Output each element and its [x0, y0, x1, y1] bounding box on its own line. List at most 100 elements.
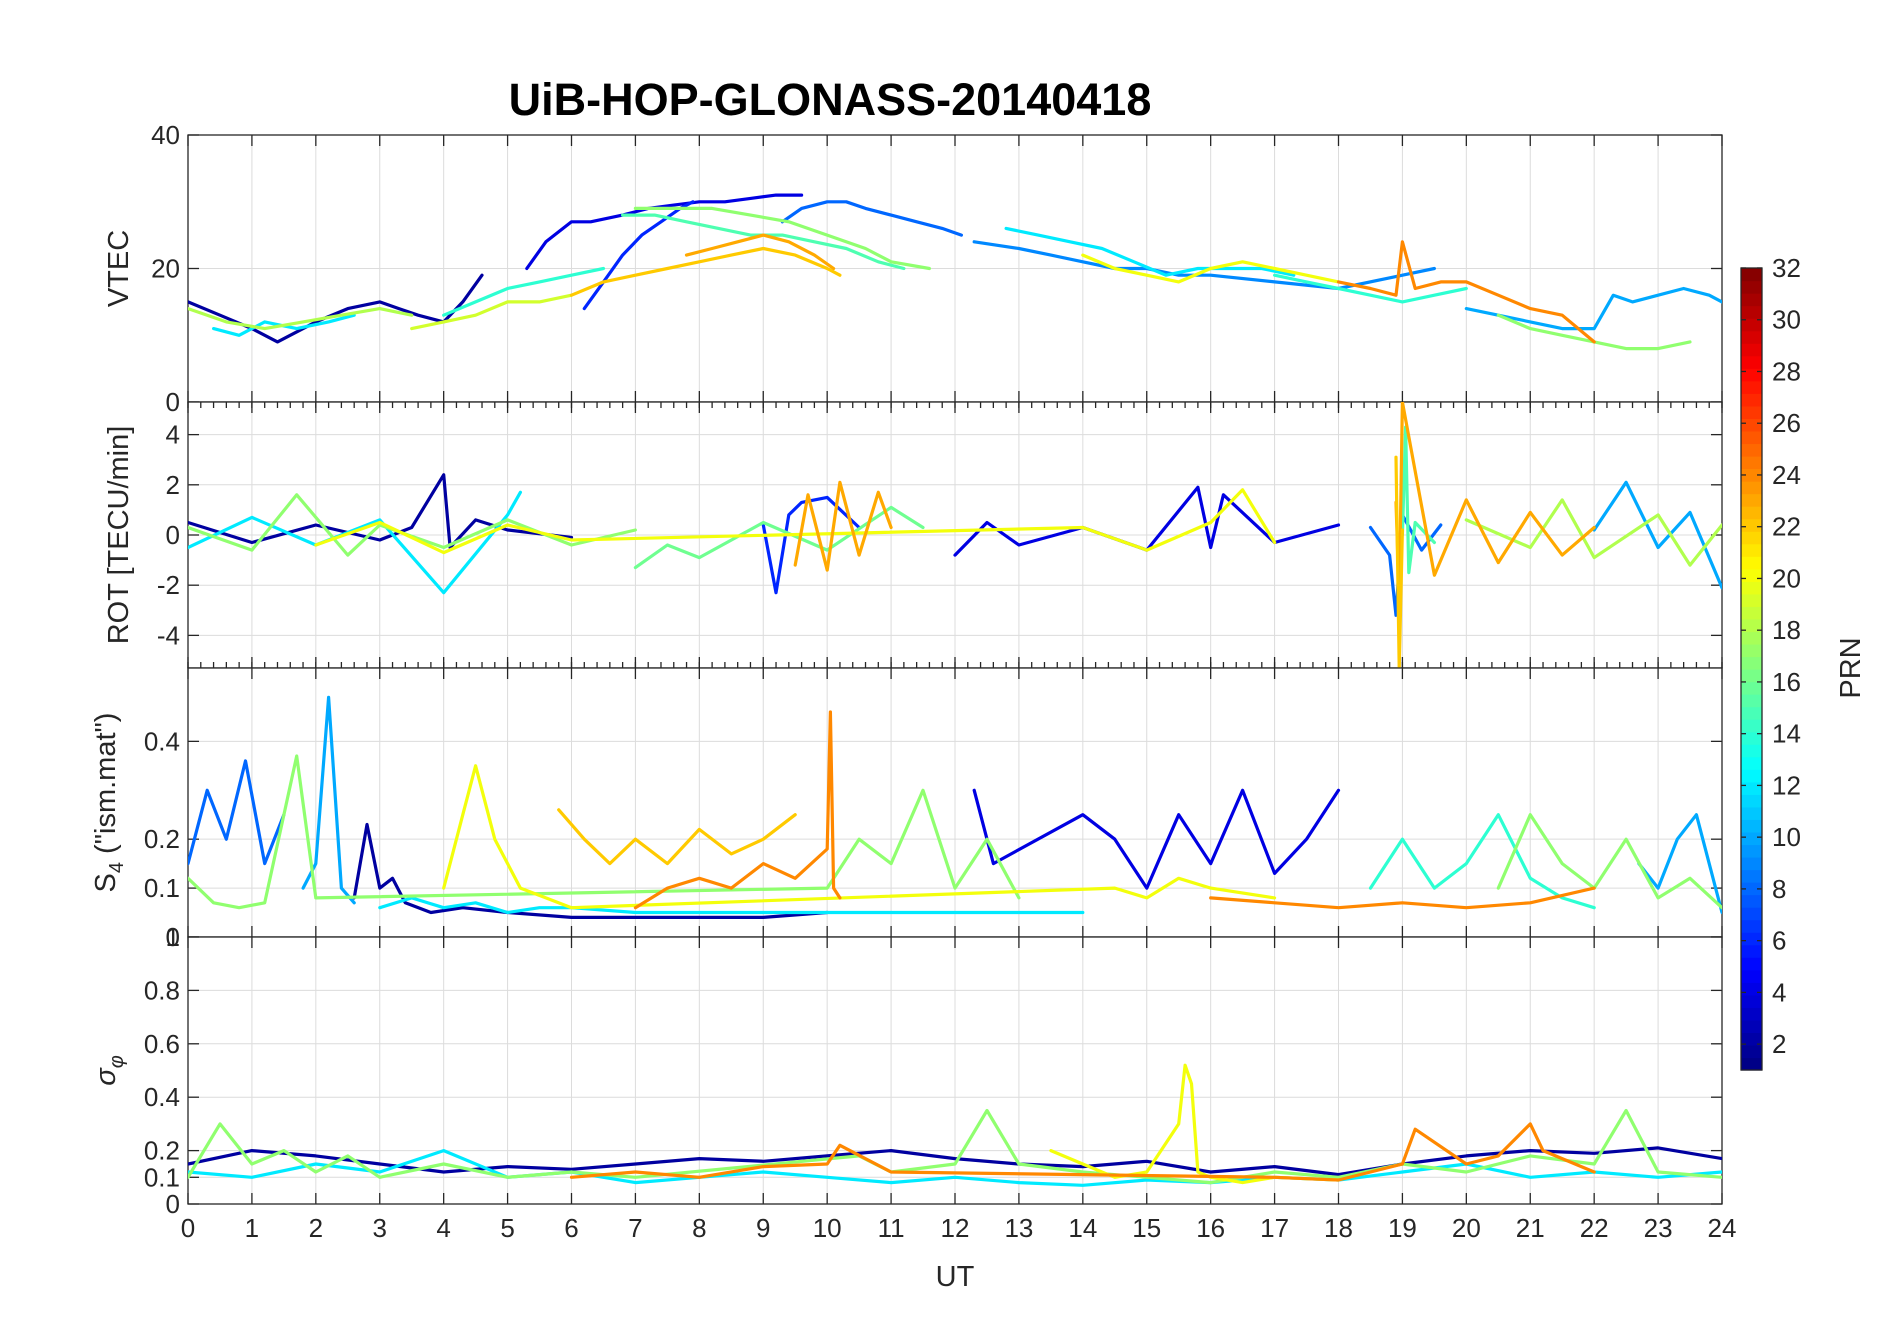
colorbar-segment	[1741, 1057, 1762, 1071]
colorbar-segment	[1741, 506, 1762, 520]
colorbar-segment	[1741, 355, 1762, 369]
colorbar-tick-label: 20	[1772, 563, 1801, 593]
colorbar-segment	[1741, 982, 1762, 996]
series-line-prn-24	[1336, 240, 1596, 344]
series-line-prn-10b	[1637, 813, 1722, 915]
colorbar-segment	[1741, 694, 1762, 708]
colorbar-segment	[1741, 932, 1762, 946]
colorbar-segment	[1741, 919, 1762, 933]
colorbar-segment	[1741, 1032, 1762, 1046]
colorbar-segment	[1741, 606, 1762, 620]
y-tick-label: 0.6	[144, 1029, 180, 1059]
x-tick-label: 13	[1004, 1213, 1033, 1243]
series-line-prn-24b	[1209, 886, 1596, 910]
colorbar-segment	[1741, 756, 1762, 770]
colorbar-tick-label: 30	[1772, 305, 1801, 335]
x-tick-label: 1	[245, 1213, 259, 1243]
colorbar-tick-label: 12	[1772, 770, 1801, 800]
series-line-prn-20	[314, 488, 1277, 555]
x-tick-label: 21	[1516, 1213, 1545, 1243]
y-tick-label: -2	[157, 570, 180, 600]
series-line-prn-2	[352, 822, 829, 920]
series-line-prn-18	[188, 307, 414, 331]
colorbar-tick-label: 18	[1772, 615, 1801, 645]
colorbar-segment	[1741, 794, 1762, 808]
colorbar-segment	[1741, 493, 1762, 507]
colorbar-segment	[1741, 994, 1762, 1008]
colorbar-tick-label: 4	[1772, 977, 1786, 1007]
series-line-prn-22	[557, 808, 797, 866]
series-line-prn-12	[188, 490, 523, 595]
colorbar-segment	[1741, 656, 1762, 670]
series-line-prn-4	[525, 193, 804, 271]
colorbar-segment	[1741, 318, 1762, 332]
y-axis-label: ROT [TECU/min]	[103, 426, 135, 645]
colorbar-segment	[1741, 944, 1762, 958]
colorbar-tick-label: 26	[1772, 408, 1801, 438]
x-tick-label: 0	[181, 1213, 195, 1243]
colorbar-segment	[1741, 706, 1762, 720]
series-line-prn-2	[188, 473, 574, 550]
x-tick-label: 8	[692, 1213, 706, 1243]
colorbar-segment	[1741, 681, 1762, 695]
colorbar-frame	[1740, 267, 1763, 1071]
colorbar-segment	[1741, 731, 1762, 745]
colorbar-segment	[1741, 631, 1762, 645]
x-tick-labels: 0 1 2 3 4 5 6 7 8 9 10 11 12 13 14 15 16 17 18 19 20 21 22 23 24	[181, 1213, 1737, 1243]
y-tick-label: 2	[166, 470, 180, 500]
colorbar-segment	[1741, 781, 1762, 795]
x-tick-label: 7	[628, 1213, 642, 1243]
colorbar-segment	[1741, 869, 1762, 883]
colorbar-segment	[1741, 844, 1762, 858]
colorbar-segment	[1741, 443, 1762, 457]
colorbar-segment	[1741, 957, 1762, 971]
x-tick-label: 18	[1324, 1213, 1353, 1243]
y-tick-label: 0.2	[144, 1136, 180, 1166]
colorbar-segment	[1741, 268, 1762, 282]
y-tick-label: 0.1	[144, 1162, 180, 1192]
colorbar-segment	[1741, 518, 1762, 532]
y-tick-label: 0.4	[144, 726, 180, 756]
series-group	[188, 193, 1722, 351]
x-tick-label: 9	[756, 1213, 770, 1243]
x-tick-label: 11	[878, 1213, 905, 1243]
series-group	[188, 695, 1722, 920]
series-line-prn-12	[378, 896, 1085, 915]
series-line-prn-10	[1464, 286, 1722, 331]
series-line-prn-20	[442, 764, 1277, 910]
panel-s4: 0 0.1 0.2 0.4 S4 ("ism.mat")	[90, 667, 1723, 952]
colorbar-tick-label: 14	[1772, 719, 1801, 749]
colorbar-segment	[1741, 280, 1762, 294]
x-tick-label: 12	[941, 1213, 970, 1243]
y-axis-label: σφ	[90, 1055, 128, 1086]
x-tick-label: 10	[813, 1213, 842, 1243]
series-line-prn-14b	[1272, 273, 1468, 304]
colorbar-segment	[1741, 1019, 1762, 1034]
colorbar-segment	[1741, 481, 1762, 495]
series-line-prn-16	[633, 505, 925, 570]
series-line-prn-10	[1592, 480, 1722, 590]
series-line-prn-19	[410, 293, 574, 331]
y-tick-label: 0.1	[144, 873, 180, 903]
x-tick-label: 22	[1580, 1213, 1609, 1243]
y-tick-label: 0	[166, 1189, 180, 1219]
colorbar-segment	[1741, 305, 1762, 319]
series-line-prn-17b	[1496, 813, 1722, 910]
colorbar-label: PRN	[1835, 637, 1867, 698]
x-tick-label: 4	[436, 1213, 450, 1243]
colorbar-segment	[1741, 831, 1762, 846]
y-tick-label: 0	[166, 387, 180, 417]
colorbar-tick-label: 32	[1772, 253, 1801, 283]
series-line-prn-2	[188, 1146, 1722, 1177]
colorbar-segment	[1741, 556, 1762, 570]
colorbar-segment	[1741, 293, 1762, 307]
series-line-prn-22	[1394, 455, 1405, 668]
series-line-prn-9	[972, 240, 1437, 291]
series-line-prn-22	[569, 246, 842, 297]
series-line-prn-17	[188, 1108, 1722, 1185]
colorbar-tick-label: 6	[1772, 926, 1786, 956]
series-line-prn-12b	[1004, 226, 1296, 277]
y-tick-label: 0.2	[144, 824, 180, 854]
x-tick-label: 20	[1452, 1213, 1481, 1243]
panel-rot: -4 -2 0 2 4 ROT [TECU/min]	[103, 401, 1723, 669]
